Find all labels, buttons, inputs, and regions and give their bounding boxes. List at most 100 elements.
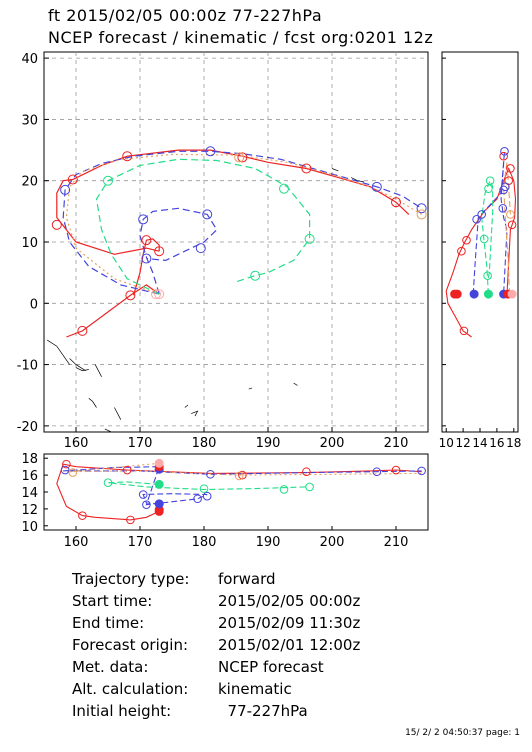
trajectory-line bbox=[139, 207, 218, 295]
coastline bbox=[331, 168, 339, 172]
map-y-tick-label: -10 bbox=[17, 359, 38, 374]
lat-panel-marker bbox=[500, 146, 509, 156]
coastline bbox=[94, 364, 102, 377]
map-y-tick-label: 30 bbox=[21, 113, 38, 128]
trajectory-marker bbox=[125, 290, 136, 301]
lat-panel-x-tick-label: 10 bbox=[439, 436, 454, 450]
lon-panel-start-marker bbox=[154, 479, 164, 489]
lon-panel-marker bbox=[238, 470, 247, 480]
chart-title-line-1: ft 2015/02/05 00:00z 77-227hPa bbox=[48, 6, 323, 25]
coastline bbox=[248, 387, 253, 390]
lon-panel-x-tick-label: 160 bbox=[64, 535, 89, 550]
coastline bbox=[75, 367, 89, 372]
map-x-tick-label: 200 bbox=[320, 436, 345, 451]
info-value: NCEP forecast bbox=[218, 658, 324, 676]
info-label: Initial height: bbox=[72, 702, 172, 720]
trajectory-marker bbox=[51, 219, 62, 230]
coastline bbox=[47, 339, 70, 365]
lon-panel-marker bbox=[305, 482, 314, 492]
lat-panel-marker bbox=[457, 246, 466, 256]
info-value: 2015/02/05 00:00z bbox=[218, 592, 361, 610]
coastline bbox=[88, 398, 97, 408]
trajectory-marker bbox=[304, 233, 315, 244]
lon-panel-marker bbox=[279, 485, 289, 494]
coastline bbox=[184, 404, 189, 408]
trajectory-marker bbox=[205, 146, 216, 157]
lat-panel-marker bbox=[462, 235, 471, 245]
lat-panel-marker bbox=[485, 176, 495, 186]
lat-panel-start-marker bbox=[483, 289, 493, 299]
lon-panel-marker bbox=[122, 465, 132, 475]
trajectory-marker bbox=[301, 163, 312, 174]
longitude-panel-frame bbox=[43, 453, 429, 531]
lon-panel-marker bbox=[138, 490, 148, 499]
trajectory-marker bbox=[138, 214, 149, 225]
lon-panel-x-tick-label: 180 bbox=[192, 535, 217, 550]
info-label: Trajectory type: bbox=[72, 570, 190, 588]
trajectory-marker bbox=[195, 243, 206, 254]
trajectory-line bbox=[65, 153, 422, 295]
lon-panel-marker bbox=[193, 494, 202, 504]
lon-panel-x-tick-label: 210 bbox=[384, 535, 409, 550]
info-value: 2015/02/01 12:00z bbox=[218, 636, 361, 654]
lon-panel-marker bbox=[142, 500, 151, 509]
map-y-tick-label: 40 bbox=[21, 52, 38, 67]
trajectory-line bbox=[66, 284, 160, 338]
trajectory-marker bbox=[151, 289, 161, 300]
map-y-tick-label: 20 bbox=[21, 175, 38, 190]
lat-panel-marker bbox=[498, 203, 508, 213]
trajectory-marker bbox=[141, 235, 152, 246]
lon-panel-y-tick-label: 12 bbox=[21, 503, 38, 518]
lon-panel-marker bbox=[417, 466, 426, 476]
lon-panel-x-tick-label: 200 bbox=[320, 535, 345, 550]
info-label: Alt. calculation: bbox=[72, 680, 189, 698]
coastline bbox=[69, 358, 86, 371]
lon-panel-marker bbox=[206, 469, 215, 479]
lon-panel-start-marker bbox=[154, 499, 164, 509]
lon-panel-marker bbox=[202, 491, 212, 501]
map-y-tick-label: -20 bbox=[17, 420, 38, 435]
lat-panel-start-marker bbox=[452, 289, 462, 299]
lon-panel-marker bbox=[302, 467, 311, 477]
trajectory-marker bbox=[416, 209, 427, 220]
lon-panel-trace bbox=[69, 462, 422, 476]
lat-panel-x-tick-label: 16 bbox=[489, 436, 504, 450]
lon-panel-marker bbox=[60, 465, 70, 475]
trajectory-marker bbox=[154, 246, 165, 257]
lat-panel-marker bbox=[477, 210, 486, 219]
coastline bbox=[114, 407, 122, 420]
trajectory-line bbox=[56, 149, 410, 255]
info-value: 2015/02/09 11:30z bbox=[218, 614, 361, 632]
trajectory-marker bbox=[154, 289, 165, 300]
trajectory-marker bbox=[77, 325, 88, 336]
chart-title-line-2: NCEP forecast / kinematic / fcst org:020… bbox=[48, 28, 434, 47]
lon-panel-trace bbox=[107, 481, 307, 491]
lat-panel-marker bbox=[507, 220, 517, 230]
lon-panel-y-tick-label: 10 bbox=[21, 520, 38, 535]
lon-panel-y-tick-label: 18 bbox=[21, 452, 38, 467]
map-x-tick-label: 170 bbox=[128, 436, 153, 451]
lat-panel-marker bbox=[506, 164, 515, 173]
map-x-tick-label: 160 bbox=[64, 436, 89, 451]
lat-panel-marker bbox=[479, 234, 489, 244]
lat-panel-marker bbox=[472, 215, 481, 224]
lon-panel-marker bbox=[234, 471, 244, 481]
lat-panel-x-tick-label: 18 bbox=[506, 436, 521, 450]
trajectory-line bbox=[95, 158, 311, 295]
lon-panel-marker bbox=[372, 467, 382, 477]
trajectory-marker bbox=[391, 197, 401, 208]
lat-panel-marker bbox=[499, 185, 508, 195]
lat-panel-marker bbox=[499, 151, 508, 161]
info-label: Start time: bbox=[72, 592, 153, 610]
lon-panel-marker bbox=[126, 515, 135, 525]
info-label: Forecast origin: bbox=[72, 636, 189, 654]
lat-panel-start-marker bbox=[469, 289, 479, 299]
info-value: forward bbox=[218, 570, 276, 588]
info-label: End time: bbox=[72, 614, 145, 632]
lat-panel-x-tick-label: 12 bbox=[455, 436, 470, 450]
map-x-tick-label: 190 bbox=[256, 436, 281, 451]
trajectory-line bbox=[133, 238, 160, 296]
coastline bbox=[293, 382, 298, 386]
lat-panel-start-marker bbox=[507, 289, 517, 299]
trajectory-marker bbox=[234, 152, 245, 163]
